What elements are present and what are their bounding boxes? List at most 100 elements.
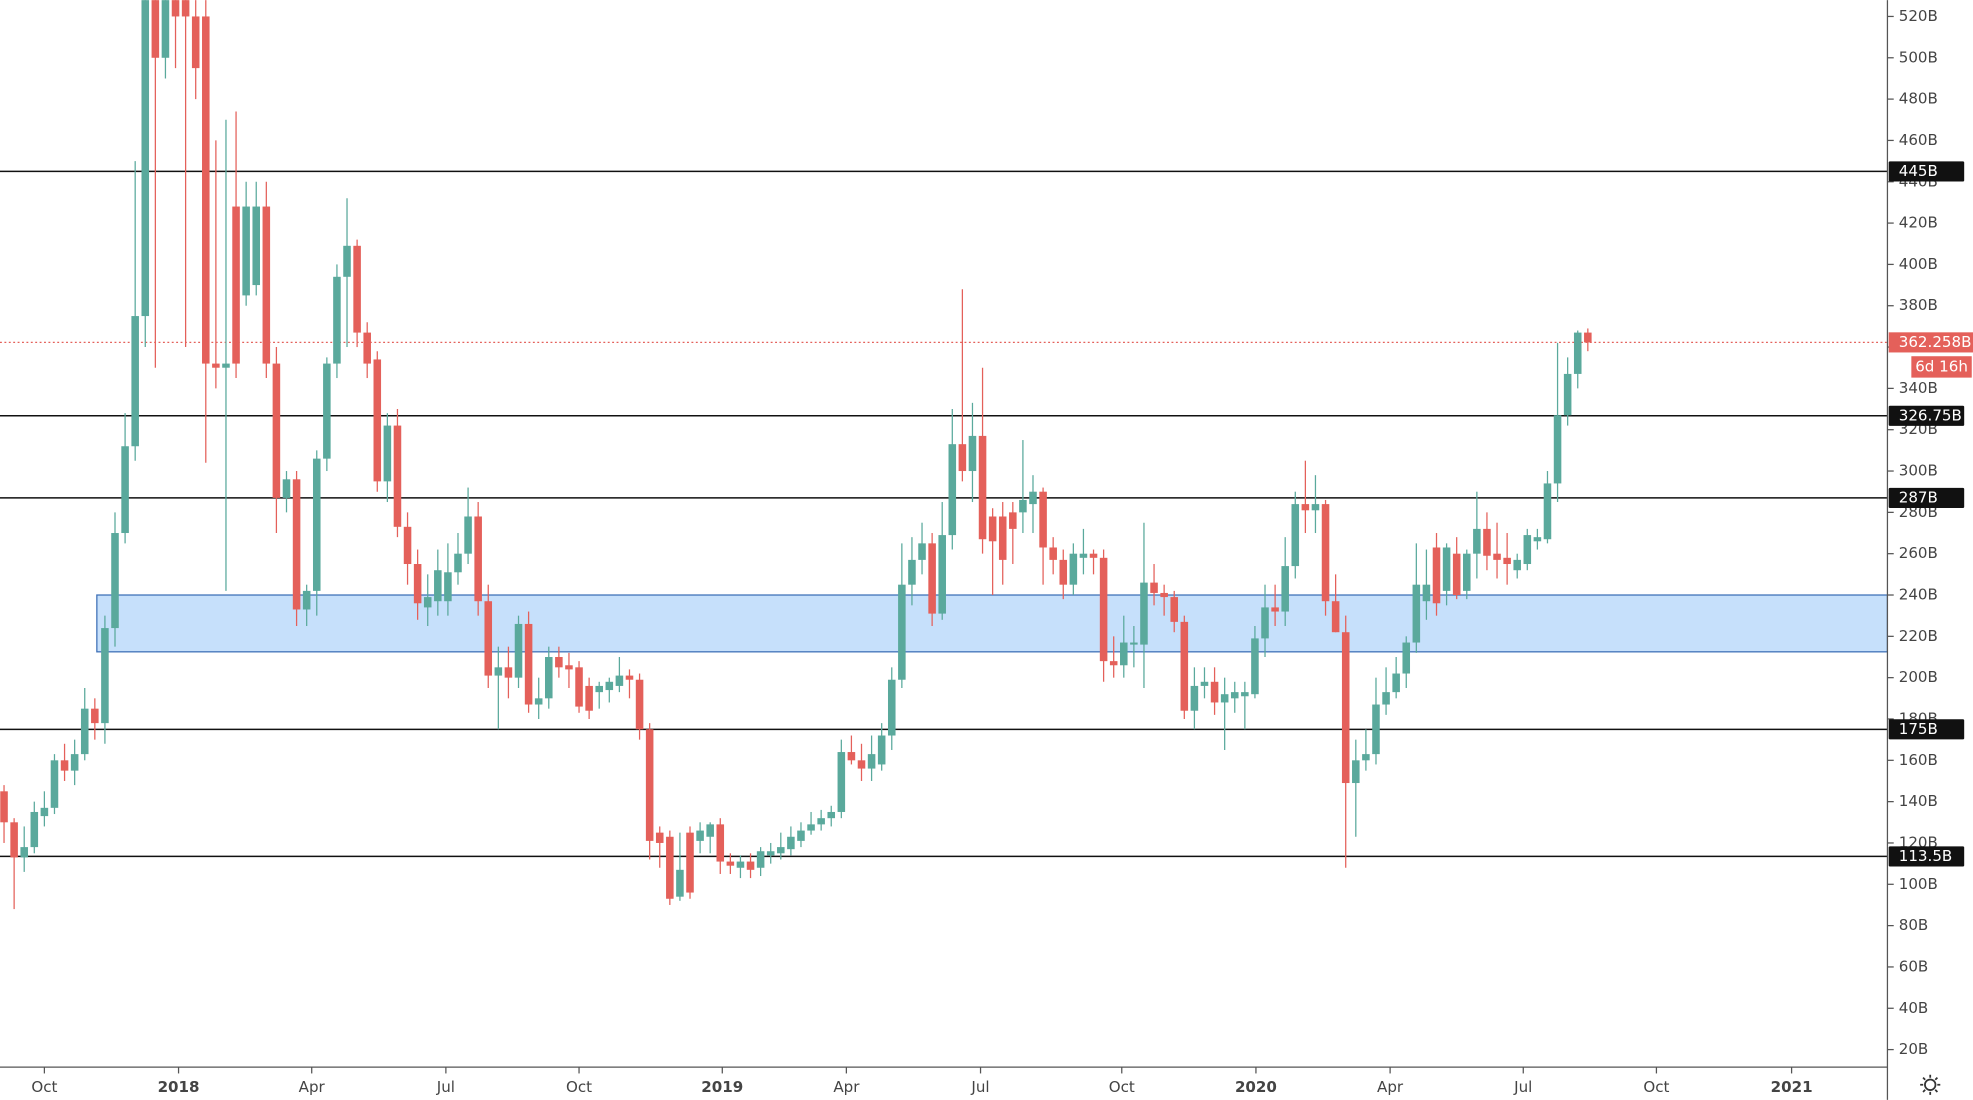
candle-body [50,760,59,808]
x-tick-label: 2018 [158,1078,200,1096]
x-tick-label: Jul [1513,1078,1532,1096]
candle-body [635,679,644,730]
candle-body [958,444,967,472]
y-tick-label: 100B [1899,875,1938,893]
candle-body [988,516,997,542]
plot-area [0,0,1888,910]
candle-body [1109,661,1118,666]
candle-body [151,0,160,58]
candle-body [363,332,371,364]
candle-body [1412,584,1421,643]
candle-body [1180,621,1189,711]
candle-body [1493,553,1501,560]
candle-body [686,832,694,893]
candle-body [1120,642,1128,666]
candle-body [706,824,714,837]
candle-body [1331,601,1340,633]
candle-body [1241,692,1249,697]
y-tick-label: 400B [1899,255,1938,273]
candle-body [1160,592,1168,598]
candle-body [1442,547,1451,591]
candle-body [121,446,129,534]
candle-body [1311,504,1320,511]
candle-body [202,16,210,364]
candle-body [504,667,513,678]
candle-body [928,543,936,614]
y-tick-label: 300B [1899,462,1938,480]
candle-body [232,206,240,364]
candle-body [0,791,8,823]
candle-body [1432,547,1441,604]
candle-body [716,824,725,862]
candle-body [565,665,573,670]
candle-body [555,656,563,668]
candle-body [484,601,493,676]
candle-body [474,516,482,602]
candle-body [1462,553,1471,591]
candle-body [20,847,28,858]
candle-body [867,754,876,769]
level-label: 326.75B [1899,406,1962,424]
candle-body [141,0,150,317]
candle-body [575,667,583,707]
settings-icon[interactable] [1920,1074,1941,1095]
y-tick-label: 240B [1899,586,1938,604]
candle-body [343,245,351,277]
candle-body [1352,760,1360,784]
y-tick-label: 260B [1899,544,1938,562]
candle-body [101,628,109,724]
candle-body [1009,512,1017,529]
candle-body [131,316,139,447]
y-tick-label: 500B [1899,48,1938,66]
candle-body [1553,415,1562,484]
level-label: 113.5B [1899,847,1953,865]
candle-body [968,435,977,472]
candle-body [454,553,462,573]
level-label: 445B [1899,162,1938,180]
candle-body [312,458,321,591]
candle-body [464,516,472,554]
axes: 20B40B60B80B100B120B140B160B180B200B220B… [31,7,1973,1096]
candle-body [746,861,755,870]
candle-body [353,245,361,333]
candle-body [1422,584,1431,602]
candle-body [1251,638,1259,695]
candle-body [787,836,795,850]
candle-body [1573,332,1582,374]
candle-body [978,435,987,540]
candle-body [898,584,906,680]
candle-body [1533,537,1542,542]
candle-body [1150,582,1158,593]
candle-body [191,16,200,69]
candle-body [1382,692,1390,705]
candle-body [676,869,684,897]
y-tick-label: 460B [1899,131,1938,149]
candle-body [1452,553,1461,596]
candle-body [1563,373,1572,416]
candle-body [1099,557,1108,662]
candle-body [403,526,412,565]
candle-body [1140,582,1148,645]
x-tick-label: Oct [1643,1078,1669,1096]
y-tick-label: 160B [1899,751,1938,769]
level-label-box [1888,405,1965,426]
candle-body [585,685,593,711]
candle-body [534,698,543,705]
y-tick-label: 140B [1899,792,1938,810]
candle-body [605,681,614,691]
candle-body [393,425,402,527]
candle-body [1483,528,1491,556]
candle-body [60,760,69,771]
x-tick-label: Apr [1377,1078,1404,1096]
countdown-box [1911,356,1972,378]
candle-body [514,623,523,678]
candle-body [423,597,432,608]
x-tick-label: Apr [299,1078,326,1096]
candle-body [70,754,79,771]
candle-body [1069,553,1078,585]
candle-body [434,570,442,602]
candle-body [827,811,836,819]
level-label-box [1888,719,1965,740]
y-tick-label: 520B [1899,7,1938,25]
